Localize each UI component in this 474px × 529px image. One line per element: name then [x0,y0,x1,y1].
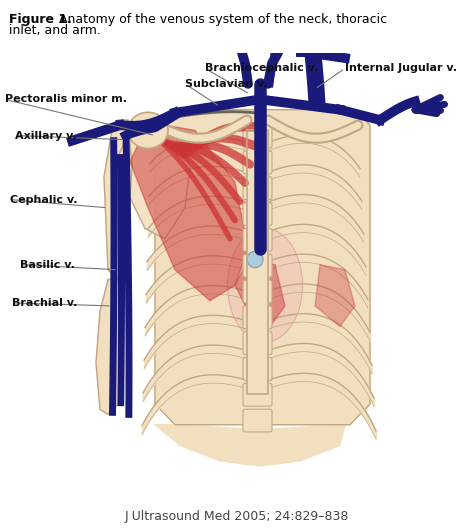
FancyBboxPatch shape [243,254,272,277]
FancyBboxPatch shape [243,203,272,225]
Text: Figure 1.: Figure 1. [9,13,73,26]
Polygon shape [104,120,132,280]
Text: Basilic v.: Basilic v. [20,260,75,270]
Text: Cephalic v.: Cephalic v. [10,195,78,205]
Polygon shape [247,130,268,394]
Text: Internal Jugular v.: Internal Jugular v. [345,63,457,74]
Text: J Ultrasound Med 2005; 24:829–838: J Ultrasound Med 2005; 24:829–838 [125,509,349,523]
Text: Pectoralis minor m.: Pectoralis minor m. [5,94,127,104]
Polygon shape [130,125,248,301]
FancyBboxPatch shape [243,332,272,354]
Polygon shape [155,425,345,466]
FancyBboxPatch shape [243,151,272,174]
Polygon shape [96,275,122,414]
Text: inlet, and arm.: inlet, and arm. [9,24,101,37]
FancyBboxPatch shape [243,125,272,148]
FancyBboxPatch shape [243,358,272,380]
FancyBboxPatch shape [243,229,272,251]
Polygon shape [155,110,370,425]
Text: Anatomy of the venous system of the neck, thoracic: Anatomy of the venous system of the neck… [55,13,387,26]
FancyBboxPatch shape [243,280,272,303]
Ellipse shape [128,112,168,149]
Polygon shape [315,264,355,326]
Text: Brachial v.: Brachial v. [12,298,77,308]
Text: Brachiocephalic v.: Brachiocephalic v. [205,63,318,74]
Polygon shape [235,259,285,326]
Circle shape [247,251,263,268]
Polygon shape [118,125,190,239]
Text: Axillary v.: Axillary v. [15,131,77,141]
FancyBboxPatch shape [243,384,272,406]
FancyBboxPatch shape [243,177,272,199]
FancyBboxPatch shape [243,306,272,329]
Ellipse shape [228,229,302,342]
Text: Subclavian v.: Subclavian v. [185,79,267,89]
FancyBboxPatch shape [243,409,272,432]
